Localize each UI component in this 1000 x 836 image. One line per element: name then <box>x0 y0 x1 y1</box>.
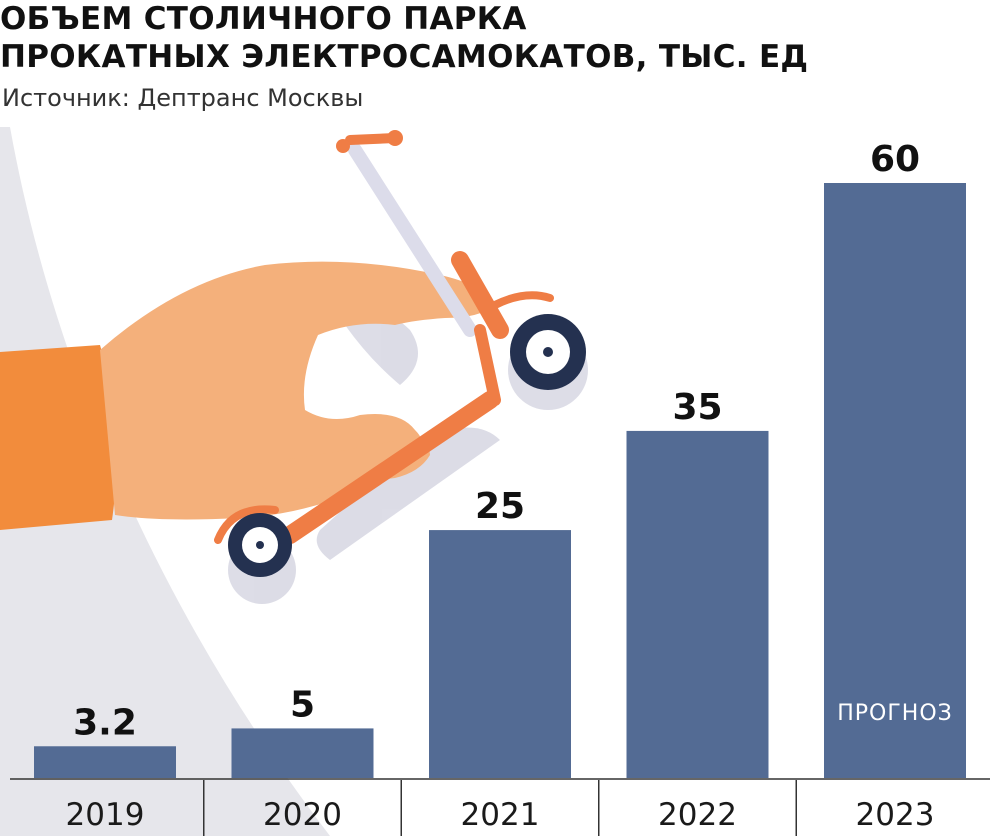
chart-title-line-2: ПРОКАТНЫХ ЭЛЕКТРОСАМОКАТОВ, ТЫС. ЕД <box>0 39 809 75</box>
hand-holding-scooter-illustration <box>0 130 588 604</box>
value-label-2022: 35 <box>672 387 722 428</box>
value-label-2019: 3.2 <box>73 702 137 743</box>
chart-title: ОБЪЕМ СТОЛИЧНОГО ПАРКА ПРОКАТНЫХ ЭЛЕКТРО… <box>0 0 808 76</box>
forecast-annotation: ПРОГНОЗ <box>837 701 953 726</box>
bar-2022 <box>626 430 769 778</box>
value-label-2020: 5 <box>290 684 315 725</box>
sleeve <box>0 345 117 530</box>
bar-2021 <box>429 530 571 778</box>
bar-2020 <box>231 728 374 778</box>
chart-source: Источник: Дептранс Москвы <box>2 84 364 112</box>
x-tick-label-2019: 2019 <box>66 797 145 833</box>
x-tick-label-2021: 2021 <box>461 797 540 833</box>
bar-2019 <box>34 746 176 778</box>
x-tick-label-2020: 2020 <box>263 797 342 833</box>
value-label-2023: 60 <box>870 139 920 180</box>
x-tick-label-2022: 2022 <box>658 797 737 833</box>
value-label-2021: 25 <box>475 486 525 527</box>
chart-title-line-1: ОБЪЕМ СТОЛИЧНОГО ПАРКА <box>0 1 527 37</box>
x-tick-label-2023: 2023 <box>856 797 935 833</box>
background-arc <box>0 127 330 836</box>
bar-2023 <box>824 183 966 778</box>
